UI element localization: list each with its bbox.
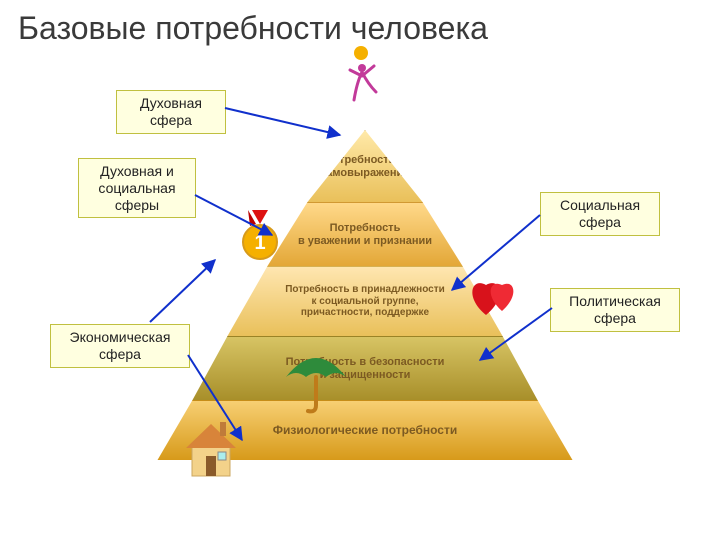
hearts-icon	[468, 275, 522, 324]
callout-spiritual-social: Духовная исоциальнаясферы	[78, 158, 196, 218]
pyramid-tier-4: Потребность в безопасностии защищенности	[193, 336, 538, 400]
pyramid-tier-label: Физиологические потребности	[267, 424, 463, 438]
sun-icon	[354, 46, 368, 60]
callout-economic: Экономическаясфера	[50, 324, 190, 368]
medal-icon: 1	[240, 210, 280, 267]
callout-social-text: Социальнаясфера	[560, 197, 640, 230]
callout-political: Политическаясфера	[550, 288, 680, 332]
pyramid-tier-3: Потребность в принадлежностик социальной…	[228, 266, 503, 336]
diagram-stage: Потребность всамовыражении Потребностьв у…	[0, 0, 720, 540]
pyramid-tier-1: Потребность всамовыражении	[308, 130, 423, 202]
callout-economic-text: Экономическаясфера	[70, 329, 171, 362]
umbrella-icon	[280, 345, 352, 422]
callout-spiritual-text: Духовнаясфера	[140, 95, 202, 128]
pyramid-tier-label: Потребностьв уважении и признании	[292, 222, 438, 247]
pyramid-tier-label: Потребность в принадлежностик социальной…	[279, 284, 451, 319]
callout-spiritual-social-text: Духовная исоциальнаясферы	[98, 163, 175, 213]
pyramid-tier-label: Потребность всамовыражении	[314, 154, 416, 179]
pyramid-tier-2: Потребностьв уважении и признании	[268, 202, 463, 266]
callout-political-text: Политическаясфера	[569, 293, 661, 326]
callout-spiritual: Духовнаясфера	[116, 90, 226, 134]
house-icon	[180, 420, 242, 485]
callout-social: Социальнаясфера	[540, 192, 660, 236]
svg-text:1: 1	[254, 232, 265, 254]
dancer-icon	[348, 62, 382, 107]
